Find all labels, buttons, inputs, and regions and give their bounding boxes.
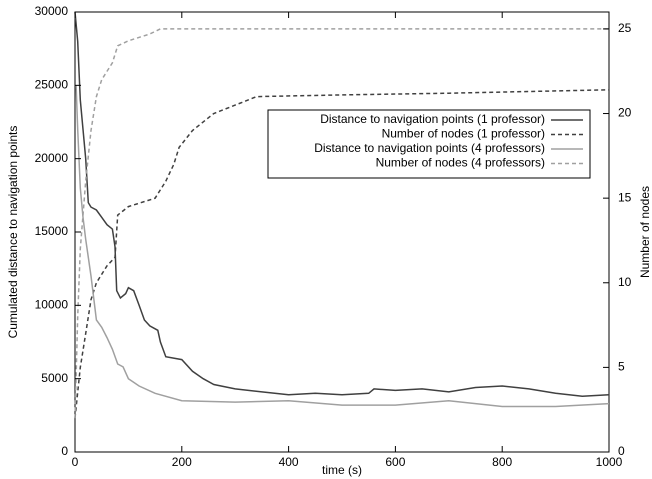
y-axis-label: Cumulated distance to navigation points — [6, 126, 20, 339]
y2-tick-label: 0 — [618, 444, 625, 458]
legend-box — [267, 109, 591, 179]
y2-tick-label: 25 — [618, 21, 632, 35]
x-tick-label: 800 — [492, 455, 512, 469]
y-tick-label: 5000 — [41, 371, 68, 385]
legend-label: Distance to navigation points (4 profess… — [314, 141, 545, 155]
x-tick-label: 1000 — [596, 455, 623, 469]
y-tick-label: 15000 — [35, 224, 69, 238]
y2-tick-label: 10 — [618, 275, 632, 289]
x-tick-label: 600 — [385, 455, 405, 469]
series-line — [74, 28, 609, 419]
y2-axis-label: Number of nodes — [638, 186, 652, 278]
y-tick-label: 20000 — [35, 151, 69, 165]
plot-frame — [74, 11, 610, 453]
y2-tick-label: 20 — [618, 106, 632, 120]
x-tick-label: 200 — [172, 455, 192, 469]
y-tick-label: 25000 — [35, 78, 69, 92]
legend-label: Distance to navigation points (1 profess… — [320, 112, 545, 126]
legend-label: Number of nodes (1 professor) — [382, 127, 545, 141]
x-tick-label: 400 — [279, 455, 299, 469]
y2-tick-label: 15 — [618, 190, 632, 204]
legend-label: Number of nodes (4 professors) — [376, 156, 545, 170]
series-line — [74, 89, 610, 419]
x-axis-label: time (s) — [322, 463, 362, 477]
y-tick-label: 30000 — [35, 4, 69, 18]
y2-tick-label: 5 — [618, 360, 625, 374]
y-tick-label: 0 — [61, 444, 68, 458]
y-tick-label: 10000 — [35, 298, 69, 312]
series-line — [74, 11, 610, 398]
x-tick-label: 0 — [72, 455, 79, 469]
series-line — [75, 85, 610, 408]
